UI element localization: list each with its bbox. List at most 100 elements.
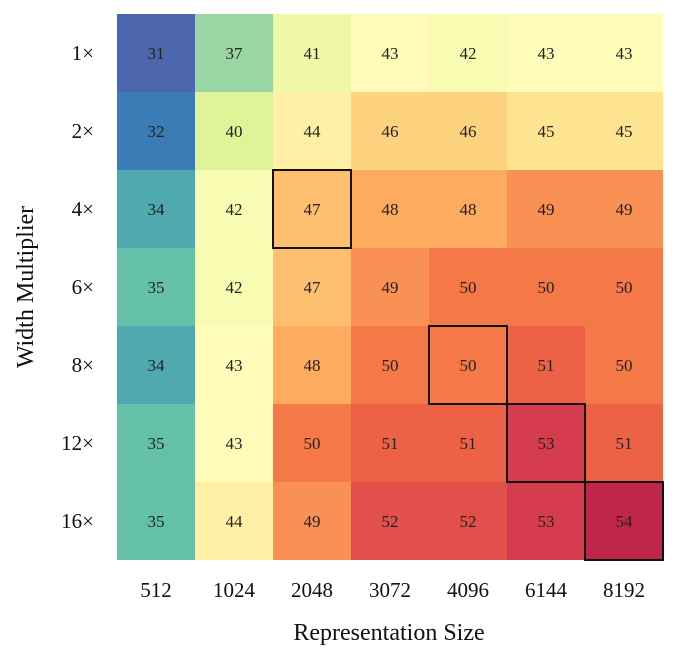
cell-value-r3-c4: 50 <box>460 278 477 297</box>
heatmap-cell-r3-c1 <box>195 248 273 326</box>
x-tick-label-3: 3072 <box>369 578 411 602</box>
heatmap-cell-r6-c1 <box>195 482 273 560</box>
cell-value-r2-c1: 42 <box>226 200 243 219</box>
cell-value-r5-c5: 53 <box>538 434 555 453</box>
x-tick-labels: 512 1024 2048 3072 4096 6144 8192 <box>140 578 645 602</box>
heatmap-cell-r4-c4 <box>429 326 507 404</box>
y-tick-label-6: 16× <box>61 509 94 533</box>
cell-value-r1-c0: 32 <box>148 122 165 141</box>
x-tick-label-1: 1024 <box>213 578 256 602</box>
cell-value-r4-c6: 50 <box>616 356 633 375</box>
heatmap-cell-r3-c6 <box>585 248 663 326</box>
heatmap-cell-r1-c5 <box>507 92 585 170</box>
cell-value-r0-c5: 43 <box>538 44 555 63</box>
heatmap-cell-r4-c2 <box>273 326 351 404</box>
heatmap-cell-r5-c2 <box>273 404 351 482</box>
cell-value-r2-c5: 49 <box>538 200 555 219</box>
heatmap-cell-r5-c6 <box>585 404 663 482</box>
cell-value-r2-c3: 48 <box>382 200 399 219</box>
heatmap-cell-r2-c2 <box>273 170 351 248</box>
heatmap-cell-r5-c4 <box>429 404 507 482</box>
cell-value-r1-c1: 40 <box>226 122 243 141</box>
heatmap-cell-r3-c2 <box>273 248 351 326</box>
heatmap-cell-r6-c5 <box>507 482 585 560</box>
y-tick-label-3: 6× <box>72 275 94 299</box>
cell-value-r3-c0: 35 <box>148 278 165 297</box>
heatmap-cell-r1-c3 <box>351 92 429 170</box>
cell-value-r4-c3: 50 <box>382 356 399 375</box>
heatmap-cell-r3-c3 <box>351 248 429 326</box>
heatmap-cell-r1-c6 <box>585 92 663 170</box>
heatmap-cell-r1-c4 <box>429 92 507 170</box>
heatmap-cell-r6-c3 <box>351 482 429 560</box>
cell-value-r3-c5: 50 <box>538 278 555 297</box>
heatmap-cell-r4-c1 <box>195 326 273 404</box>
cell-value-r1-c5: 45 <box>538 122 555 141</box>
heatmap-cell-r1-c0 <box>117 92 195 170</box>
x-tick-label-6: 8192 <box>603 578 645 602</box>
cell-value-r0-c3: 43 <box>382 44 399 63</box>
heatmap-cell-r5-c0 <box>117 404 195 482</box>
x-tick-label-2: 2048 <box>291 578 333 602</box>
heatmap-cell-r6-c0 <box>117 482 195 560</box>
cell-value-r4-c0: 34 <box>148 356 166 375</box>
cell-value-r3-c6: 50 <box>616 278 633 297</box>
heatmap-cells: 31 37 41 43 42 43 43 32 40 44 46 46 45 45 34 42 47 48 48 49… <box>117 14 663 560</box>
heatmap-cell-r6-c2 <box>273 482 351 560</box>
cell-value-r5-c1: 43 <box>226 434 243 453</box>
heatmap-cell-r0-c1 <box>195 14 273 92</box>
cell-value-r4-c1: 43 <box>226 356 243 375</box>
heatmap-cell-r2-c4 <box>429 170 507 248</box>
cell-value-r2-c6: 49 <box>616 200 633 219</box>
heatmap-cell-r0-c5 <box>507 14 585 92</box>
heatmap-cell-r0-c2 <box>273 14 351 92</box>
x-tick-label-5: 6144 <box>525 578 568 602</box>
cell-value-r6-c3: 52 <box>382 512 399 531</box>
heatmap-cell-r2-c3 <box>351 170 429 248</box>
heatmap-cell-r5-c5 <box>507 404 585 482</box>
heatmap-cell-r4-c3 <box>351 326 429 404</box>
cell-value-r2-c4: 48 <box>460 200 477 219</box>
heatmap-cell-r2-c6 <box>585 170 663 248</box>
cell-value-r5-c0: 35 <box>148 434 165 453</box>
x-tick-label-4: 4096 <box>447 578 489 602</box>
highlight-box-1 <box>428 325 508 405</box>
y-axis-label: Width Multiplier <box>13 206 39 368</box>
heatmap-cell-r1-c1 <box>195 92 273 170</box>
highlight-box-2 <box>506 403 586 483</box>
highlight-box-3 <box>584 481 664 561</box>
y-tick-label-5: 12× <box>61 431 94 455</box>
cell-value-r1-c4: 46 <box>460 122 477 141</box>
heatmap-cell-r2-c5 <box>507 170 585 248</box>
heatmap-cell-r5-c3 <box>351 404 429 482</box>
cell-value-r0-c0: 31 <box>148 44 165 63</box>
cell-value-r5-c6: 51 <box>616 434 633 453</box>
heatmap-cell-r2-c1 <box>195 170 273 248</box>
y-tick-label-0: 1× <box>72 41 94 65</box>
heatmap-cell-r0-c0 <box>117 14 195 92</box>
cell-value-r2-c2: 47 <box>304 200 322 219</box>
cell-value-r6-c5: 53 <box>538 512 555 531</box>
cell-value-r1-c6: 45 <box>616 122 633 141</box>
heatmap-cell-r5-c1 <box>195 404 273 482</box>
cell-value-r0-c6: 43 <box>616 44 633 63</box>
cell-value-r0-c4: 42 <box>460 44 477 63</box>
heatmap-cell-r0-c6 <box>585 14 663 92</box>
heatmap-cell-r4-c0 <box>117 326 195 404</box>
highlight-box-0 <box>272 169 352 249</box>
cell-value-r6-c6: 54 <box>616 512 634 531</box>
heatmap-cell-r3-c0 <box>117 248 195 326</box>
cell-value-r3-c1: 42 <box>226 278 243 297</box>
cell-value-r1-c3: 46 <box>382 122 399 141</box>
y-tick-labels: 1× 2× 4× 6× 8× 12× 16× <box>61 41 94 533</box>
cell-value-r6-c2: 49 <box>304 512 321 531</box>
cell-value-r2-c0: 34 <box>148 200 166 219</box>
cell-value-r4-c5: 51 <box>538 356 555 375</box>
x-axis-label: Representation Size <box>293 620 484 646</box>
cell-value-r6-c4: 52 <box>460 512 477 531</box>
heatmap-cell-r0-c3 <box>351 14 429 92</box>
x-tick-label-0: 512 <box>140 578 172 602</box>
heatmap-cell-r1-c2 <box>273 92 351 170</box>
cell-value-r5-c4: 51 <box>460 434 477 453</box>
